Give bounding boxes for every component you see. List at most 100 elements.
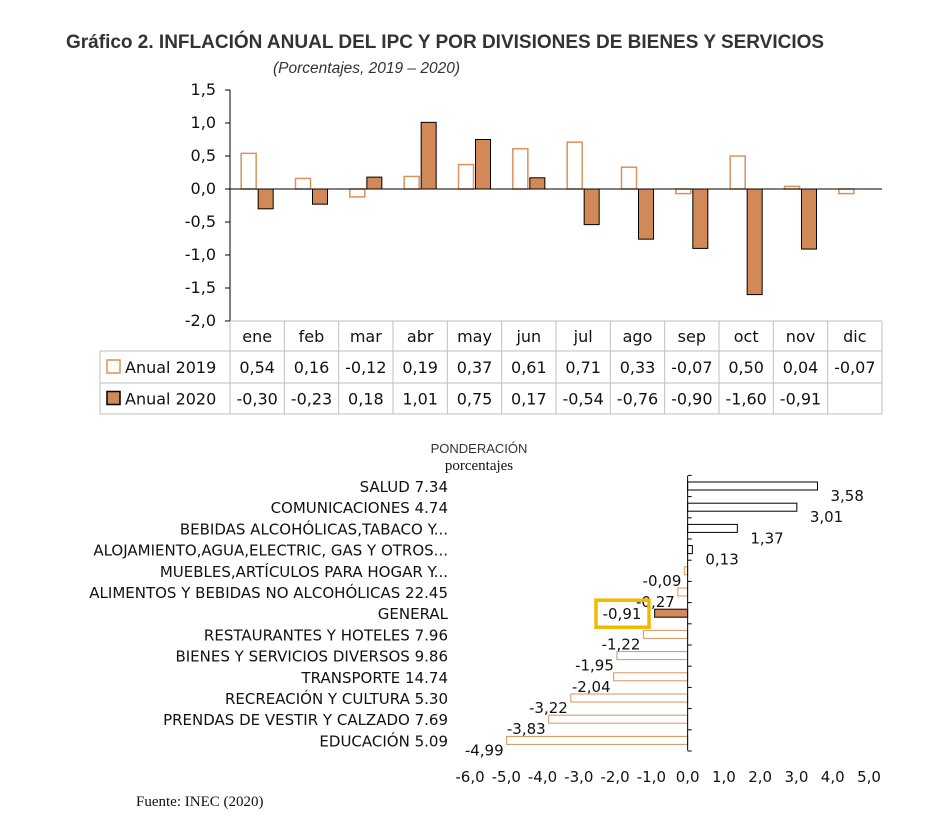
x-tick-label: nov: [786, 327, 815, 346]
x-tick-label: 2,0: [748, 768, 772, 786]
y-tick-label: -0,5: [185, 212, 216, 231]
y-tick-label: 1,0: [191, 113, 216, 132]
division-bar: [642, 629, 689, 639]
category-label: COMUNICACIONES 4.74: [271, 499, 448, 517]
table-cell-value: -1,60: [725, 390, 766, 409]
table-cell-value: 0,37: [457, 358, 493, 377]
value-label: -1,95: [575, 657, 614, 675]
x-tick-label: -4,0: [528, 768, 557, 786]
x-tick-label: jun: [515, 327, 541, 346]
table-cell-value: 0,54: [239, 358, 275, 377]
table-cell-value: 0,17: [511, 390, 547, 409]
bar-2020-jul: [583, 188, 600, 226]
x-tick-label: -2,0: [600, 768, 629, 786]
value-label: -0,91: [603, 605, 642, 623]
bar-2020-ago: [638, 188, 654, 240]
division-bar: [654, 608, 689, 618]
x-tick-label: 3,0: [785, 768, 809, 786]
x-tick-label: -3,0: [564, 768, 593, 786]
y-tick-label: -2,0: [185, 311, 216, 330]
table-cell-value: 0,50: [728, 358, 764, 377]
x-tick-label: 4,0: [821, 768, 845, 786]
division-bar: [677, 587, 689, 597]
x-tick-label: dic: [843, 327, 866, 346]
value-label: -1,22: [602, 635, 641, 653]
y-tick-label: 0,0: [191, 179, 216, 198]
chart-title: Gráfico 2. INFLACIÓN ANUAL DEL IPC Y POR…: [66, 31, 824, 53]
table-cell-value: 0,71: [565, 358, 601, 377]
legend-key-2019: [106, 359, 121, 374]
category-label: BEBIDAS ALCOHÓLICAS,TABACO Y...: [180, 519, 448, 538]
bar-2019-ene: [240, 152, 257, 190]
category-label: BIENES Y SERVICIOS DIVERSOS 9.86: [175, 648, 448, 666]
category-label: ALOJAMIENTO,AGUA,ELECTRIC, GAS Y OTROS..…: [93, 542, 448, 560]
bar-2019-jun: [512, 147, 529, 190]
weight-header: PONDERACIÓN: [431, 441, 528, 456]
division-bar: [506, 735, 689, 745]
division-bar: [687, 502, 798, 512]
x-tick-label: 5,0: [857, 768, 881, 786]
table-cell-value: -0,54: [562, 390, 603, 409]
bar-2019-dic: [838, 188, 855, 195]
value-label: -3,22: [529, 699, 568, 717]
x-tick-label: jul: [573, 327, 593, 346]
x-tick-label: ago: [623, 327, 653, 346]
table-cell-value: -0,90: [671, 390, 712, 409]
legend-label: Anual 2019: [125, 358, 216, 377]
value-label: 1,37: [750, 529, 783, 547]
category-label: PRENDAS DE VESTIR Y CALZADO 7.69: [163, 711, 448, 729]
bar-2019-mar: [349, 188, 366, 198]
bar-2019-feb: [294, 177, 312, 190]
division-bar: [687, 545, 693, 555]
bar-2020-sep: [692, 188, 709, 249]
x-tick-label: oct: [734, 327, 759, 346]
bar-2019-jul: [566, 141, 583, 190]
bar-2020-nov: [801, 188, 817, 250]
table-cell-value: 1,01: [402, 390, 438, 409]
weight-subheader: porcentajes: [445, 458, 513, 474]
x-tick-label: -5,0: [492, 768, 521, 786]
divisions-inflation-chart: PONDERACIÓN porcentajes SALUD 7.34 3,58 COMU…: [89, 441, 881, 786]
monthly-inflation-chart: -2,0 -1,5 -1,0 -0,5 0,0 0,5 1,0 1,5 ene feb mar abr…: [99, 80, 883, 415]
table-cell-value: -0,07: [834, 358, 875, 377]
division-bar: [616, 651, 689, 661]
bar-2020-abr: [420, 121, 437, 190]
value-label: -0,09: [643, 572, 682, 590]
bar-2020-may: [475, 139, 491, 190]
x-tick-label: -6,0: [455, 768, 484, 786]
table-cell-value: 0,33: [620, 358, 656, 377]
category-label: GENERAL: [378, 605, 449, 623]
category-label: RECREACIÓN Y CULTURA 5.30: [225, 689, 448, 708]
legend-key-2020: [106, 390, 121, 406]
table-cell-value: 0,04: [783, 358, 819, 377]
bar-2020-jun: [529, 177, 546, 190]
bar-2019-oct: [729, 155, 746, 190]
x-tick-label: mar: [350, 327, 382, 346]
value-label: 0,13: [705, 551, 738, 569]
x-tick-label: ene: [242, 327, 272, 346]
category-label: EDUCACIÓN 5.09: [319, 731, 448, 750]
category-label: SALUD 7.34: [360, 478, 448, 496]
x-tick-label: 0,0: [676, 768, 700, 786]
category-label: MUEBLES,ARTÍCULOS PARA HOGAR Y...: [160, 562, 448, 581]
division-bar: [613, 672, 689, 682]
division-bar: [548, 714, 689, 724]
value-label: 3,58: [830, 487, 863, 505]
table-cell-value: -0,30: [236, 390, 277, 409]
bar-2019-ago: [620, 166, 638, 190]
table-cell-value: -0,23: [291, 390, 332, 409]
legend-label: Anual 2020: [125, 390, 216, 409]
value-label: -3,83: [507, 720, 546, 738]
chart-subtitle: (Porcentajes, 2019 – 2020): [273, 60, 460, 77]
table-cell-value: 0,19: [402, 358, 438, 377]
x-tick-label: sep: [678, 327, 706, 346]
division-bar: [570, 693, 689, 703]
table-cell-value: 0,16: [294, 358, 330, 377]
x-tick-label: may: [457, 327, 492, 346]
y-tick-label: -1,0: [185, 245, 216, 264]
bar-2020-feb: [312, 188, 328, 205]
value-label: -0,27: [636, 593, 675, 611]
highlight-box: [594, 598, 651, 629]
x-tick-label: -1,0: [637, 768, 666, 786]
